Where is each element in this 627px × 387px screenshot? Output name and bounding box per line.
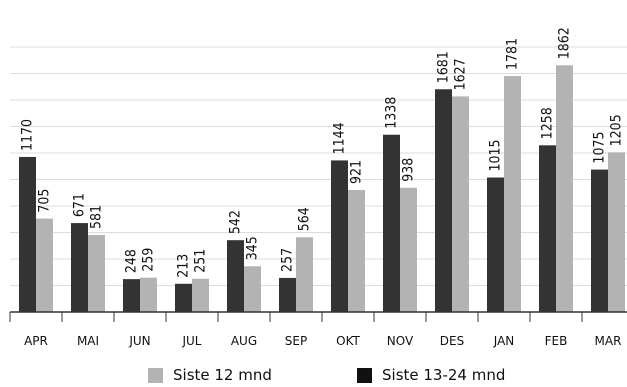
data-label-jan-siste-13-24: 1015 — [488, 139, 504, 171]
bar-jan-siste-12 — [504, 76, 521, 312]
bar-feb-siste-12 — [556, 65, 573, 312]
bar-nov-siste-12 — [400, 187, 417, 312]
tick-label-des: DES — [440, 334, 464, 348]
tick-label-jul: JUL — [181, 334, 201, 348]
data-label-nov-siste-13-24: 1338 — [384, 97, 400, 129]
tick-label-feb: FEB — [545, 334, 568, 348]
data-label-jan-siste-12: 1781 — [505, 38, 521, 70]
bar-mar-siste-13-24 — [591, 169, 608, 312]
tick-label-apr: APR — [24, 334, 48, 348]
tick-label-mar: MAR — [595, 334, 622, 348]
tick-label-jun: JUN — [128, 334, 150, 348]
bar-des-siste-12 — [452, 96, 469, 312]
legend: Siste 12 mnd Siste 13-24 mnd — [0, 366, 627, 386]
data-label-jul-siste-13-24: 213 — [176, 254, 192, 278]
legend-label-siste-12: Siste 12 mnd — [173, 366, 272, 384]
data-label-des-siste-12: 1627 — [453, 58, 469, 90]
data-label-mar-siste-12: 1205 — [609, 114, 625, 146]
data-label-des-siste-13-24: 1681 — [436, 51, 452, 83]
bar-mai-siste-13-24 — [71, 223, 88, 312]
tick-label-okt: OKT — [336, 334, 360, 348]
data-label-jul-siste-12: 251 — [193, 249, 209, 273]
data-label-aug-siste-12: 345 — [245, 236, 261, 260]
data-label-feb-siste-13-24: 1258 — [540, 107, 556, 139]
data-label-mar-siste-13-24: 1075 — [592, 132, 608, 164]
bar-jun-siste-13-24 — [123, 279, 140, 312]
data-label-okt-siste-12: 921 — [349, 160, 365, 184]
bar-nov-siste-13-24 — [383, 134, 400, 312]
data-label-okt-siste-13-24: 1144 — [332, 122, 348, 154]
bar-jan-siste-13-24 — [487, 177, 504, 312]
data-label-sep-siste-13-24: 257 — [280, 248, 296, 272]
bar-jun-siste-12 — [140, 277, 157, 312]
data-label-mai-siste-12: 581 — [89, 205, 105, 229]
gridlines — [10, 46, 627, 286]
bar-apr-siste-13-24 — [19, 156, 36, 312]
data-label-jun-siste-12: 259 — [141, 248, 157, 272]
data-label-sep-siste-12: 564 — [297, 207, 313, 231]
bar-apr-siste-12 — [36, 218, 53, 312]
tick-label-sep: SEP — [285, 334, 307, 348]
legend-swatch-siste-12 — [148, 367, 163, 383]
data-label-aug-siste-13-24: 542 — [228, 210, 244, 234]
data-label-apr-siste-12: 705 — [37, 189, 53, 213]
data-label-nov-siste-12: 938 — [401, 158, 417, 182]
bar-aug-siste-13-24 — [227, 240, 244, 312]
bar-jul-siste-12 — [192, 278, 209, 312]
bar-jul-siste-13-24 — [175, 283, 192, 312]
legend-swatch-siste-13-24 — [357, 367, 372, 383]
bar-okt-siste-12 — [348, 189, 365, 312]
x-axis: APR MAI JUN JUL AUG SEP OKT NOV DES JAN FEB MAR — [9, 311, 627, 348]
tick-label-nov: NOV — [387, 334, 414, 348]
bars — [19, 65, 625, 312]
data-label-jun-siste-13-24: 248 — [124, 249, 140, 273]
bar-sep-siste-12 — [296, 237, 313, 312]
bar-okt-siste-13-24 — [331, 160, 348, 312]
bar-aug-siste-12 — [244, 266, 261, 312]
bar-feb-siste-13-24 — [539, 145, 556, 312]
tick-label-aug: AUG — [231, 334, 257, 348]
tick-label-mai: MAI — [77, 334, 99, 348]
legend-item-siste-12: Siste 12 mnd — [148, 366, 272, 384]
data-label-apr-siste-13-24: 1170 — [20, 119, 36, 151]
data-label-feb-siste-12: 1862 — [557, 27, 573, 59]
bar-mar-siste-12 — [608, 152, 625, 312]
bar-des-siste-13-24 — [435, 89, 452, 312]
tick-label-jan: JAN — [493, 334, 515, 348]
legend-item-siste-13-24: Siste 13-24 mnd — [357, 366, 505, 384]
bar-sep-siste-13-24 — [279, 277, 296, 312]
legend-label-siste-13-24: Siste 13-24 mnd — [382, 366, 506, 384]
bar-mai-siste-12 — [88, 235, 105, 312]
data-label-mai-siste-13-24: 671 — [72, 193, 88, 217]
